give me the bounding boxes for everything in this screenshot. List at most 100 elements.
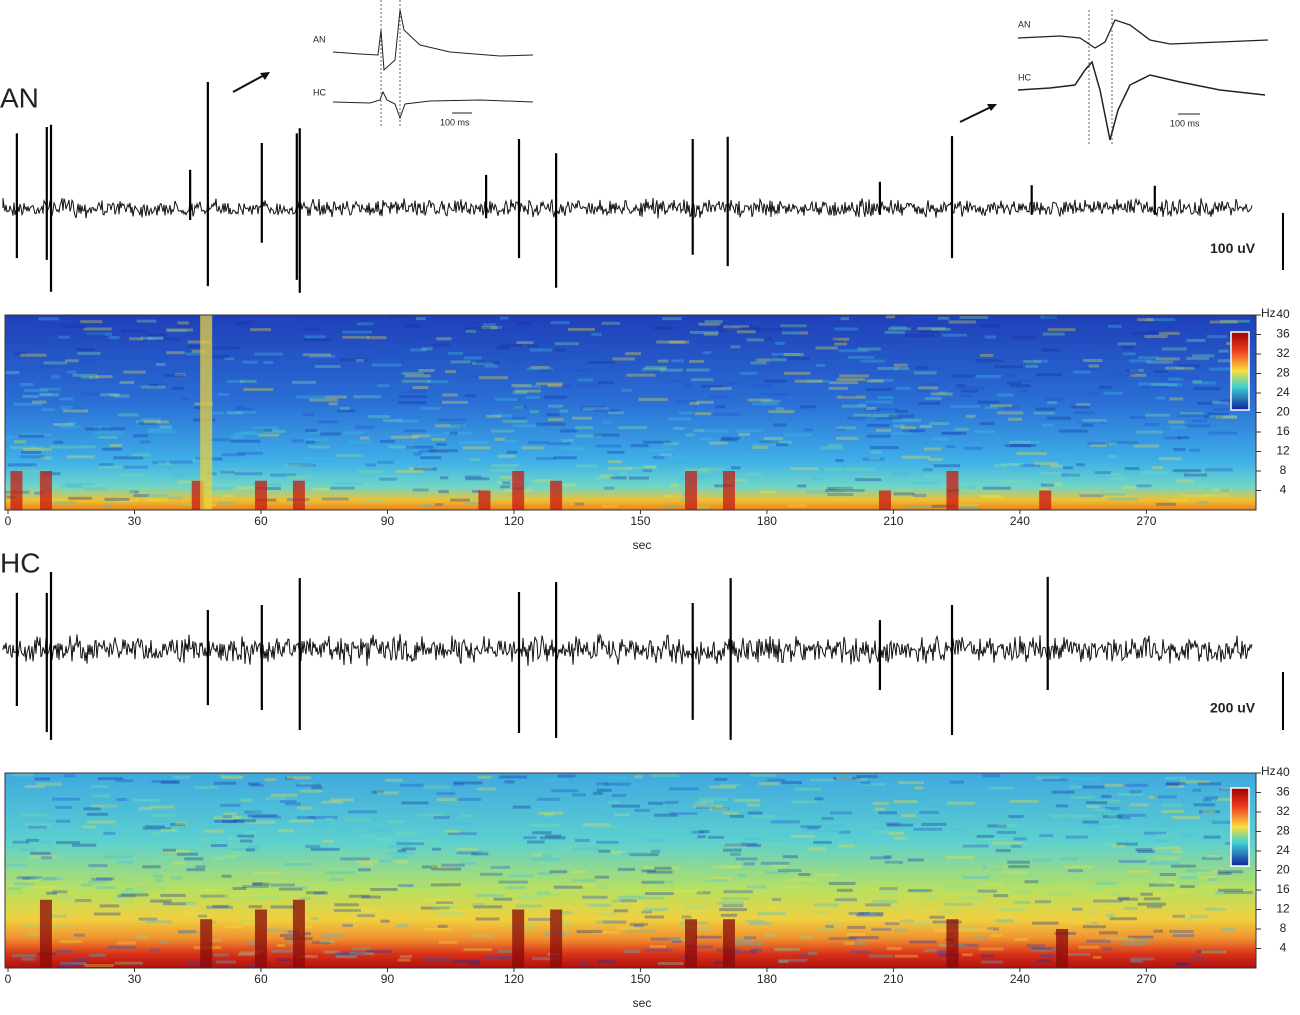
spectrogram-texture [883,862,899,866]
spectrogram-texture [917,389,931,393]
colorbar [1230,787,1250,867]
x-tick-label: 90 [381,972,395,986]
spectrogram-texture [685,945,713,949]
spectrogram-texture [17,469,46,473]
spectrogram-texture [387,820,405,824]
spectrogram-texture [702,801,728,805]
spectrogram-texture [709,395,730,399]
spectrogram-texture [303,327,319,331]
spectrogram-texture [1168,377,1184,381]
spectrogram-texture [1063,466,1073,470]
spectrogram-texture [138,421,157,425]
spectrogram-texture [66,421,77,425]
spectrogram-texture [771,440,793,444]
spectrogram-texture [1103,494,1131,498]
spectrogram-texture [558,488,570,492]
spectrogram-texture [325,395,347,399]
spectrogram-texture [632,908,651,912]
spectrogram-texture [1175,880,1200,884]
spectrogram-texture [239,839,253,843]
spectrogram-texture [943,902,973,906]
spectrogram-texture [730,478,747,482]
spectrogram-texture [913,827,943,831]
spectrogram-texture [959,896,983,900]
spectrogram-texture [251,871,282,875]
panel-label: HC [0,547,40,578]
spectrogram-texture [601,321,621,325]
spectrogram-texture [83,327,112,331]
spectrogram-texture [243,387,274,391]
spectrogram-texture [831,484,844,488]
spectrogram-texture [97,435,118,439]
spectrogram-texture [490,865,510,869]
spectrogram-texture [900,426,916,430]
spectrogram-texture [356,322,374,326]
spectrogram-texture [445,370,456,374]
spectrogram-texture [949,485,970,489]
spectrogram-texture [751,384,773,388]
spectrogram-texture [712,807,730,811]
spectrogram-texture [263,428,272,432]
spectrogram-texture [7,887,22,891]
spectrogram-texture [809,778,835,782]
spectrogram-texture [750,361,767,365]
y-tick-label: 32 [1276,346,1290,360]
spectrogram-texture [433,815,450,819]
spectrogram-texture [14,882,35,886]
spectrogram-texture [135,886,164,890]
spectrogram-texture [401,379,431,383]
spectrogram-texture [610,476,627,480]
spectrogram-texture [1144,423,1159,427]
spectrogram-texture [523,836,537,840]
spectrogram-texture [368,415,391,419]
spectrogram-texture [107,945,136,949]
spectrogram-texture [877,396,894,400]
spectrogram-texture [642,367,666,371]
spectrogram-texture [127,870,157,874]
spectrogram-texture [65,482,95,486]
spectrogram-texture [304,335,326,339]
spectrogram-texture [860,781,871,785]
spectrogram-texture [787,878,817,882]
spectrogram-texture [342,923,353,927]
spectrogram-texture [1082,820,1099,824]
spectrogram-texture [502,481,511,485]
spectrogram-texture [701,384,723,388]
spectrogram-texture [837,844,855,848]
spectrogram-texture [669,484,679,488]
spectrogram-texture [1014,937,1029,941]
spectrogram-texture [758,782,780,786]
inset-scale: 100 ms [440,117,470,127]
spectrogram-texture [472,489,481,493]
spectrogram-texture [1106,937,1135,941]
spectrogram-texture [643,908,669,912]
spectrogram-texture [736,843,756,847]
spectrogram-texture [546,413,560,417]
spectrogram-texture [1196,949,1225,953]
spectrogram-texture [1109,917,1137,921]
spectrogram-texture [498,775,527,779]
spectrogram-texture [135,420,161,424]
x-tick-label: 180 [757,972,777,986]
spectrogram-texture [966,852,985,856]
burst [512,471,525,510]
spectrogram-texture [113,394,130,398]
spectrogram-texture [799,405,816,409]
spectrogram-texture [107,808,132,812]
spectrogram-texture [305,844,321,848]
spectrogram-texture [928,457,943,461]
spectrogram-texture [38,498,69,502]
spectrogram-texture [138,807,152,811]
spectrogram-texture [714,405,726,409]
spectrogram-texture [1060,473,1081,477]
spectrogram-texture [737,873,747,877]
spectrogram-texture [23,389,49,393]
spectrogram-texture [532,957,561,961]
spectrogram-texture [579,962,590,966]
spectrogram-texture [1086,921,1098,925]
y-tick-label: 24 [1276,385,1290,399]
spectrogram-texture [180,930,209,934]
spectrogram-texture [313,782,322,786]
spectrogram-texture [91,804,118,808]
spectrogram-texture [405,445,434,449]
